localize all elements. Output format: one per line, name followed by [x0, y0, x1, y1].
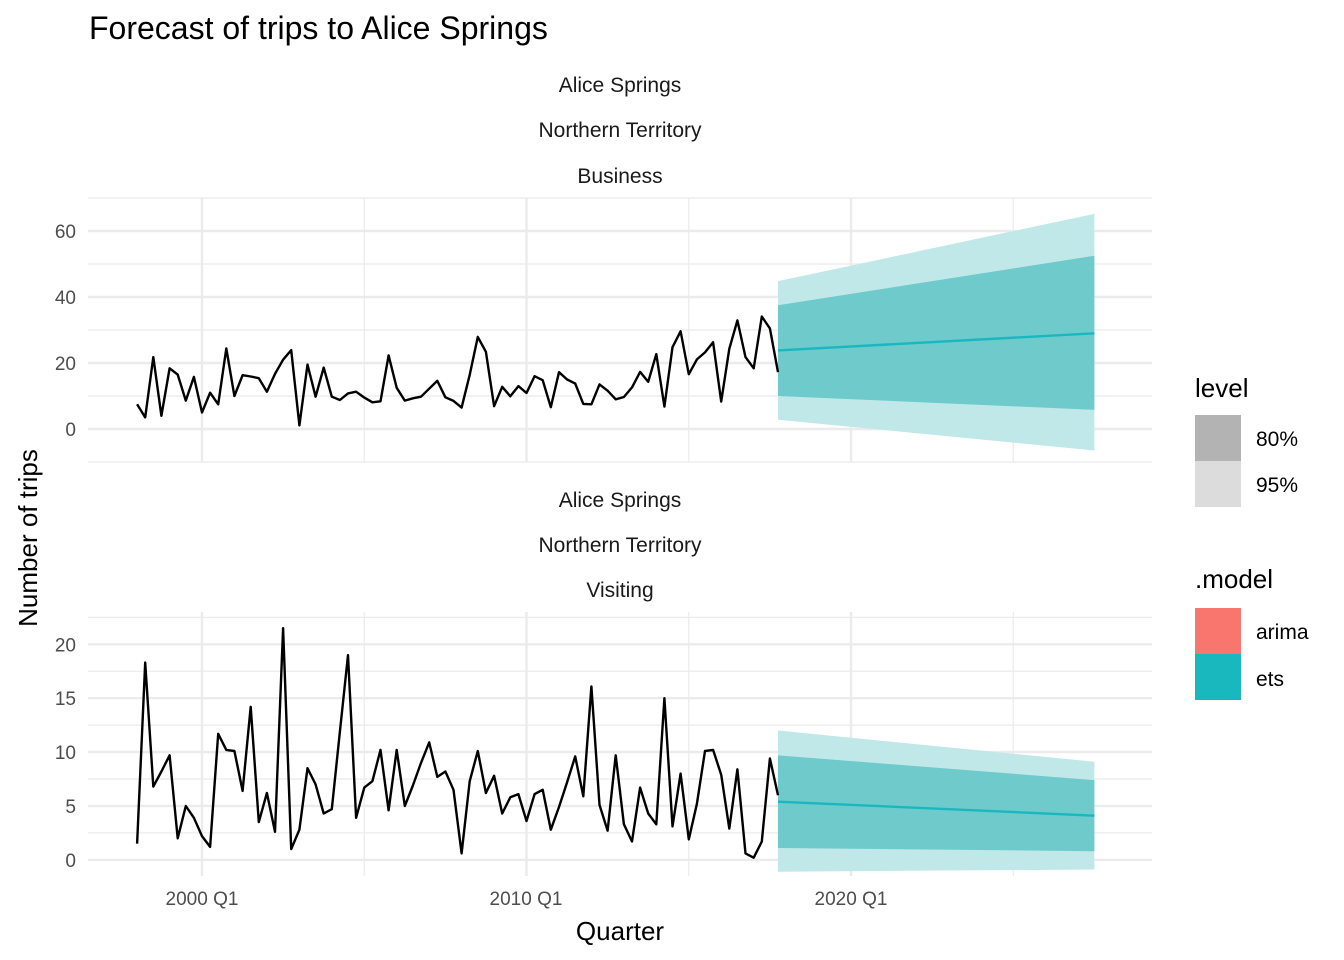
- y-tick-label: 60: [55, 222, 76, 243]
- x-axis-title: Quarter: [576, 916, 664, 946]
- legend-key-ets: [1195, 654, 1241, 700]
- legend-label-ets: ets: [1256, 668, 1284, 691]
- panel-strip-purpose: Business: [577, 165, 662, 188]
- panel-business: Alice Springs Northern Territory Busines…: [55, 74, 1152, 463]
- y-tick-label: 20: [55, 635, 76, 656]
- panel-strip-purpose: Visiting: [586, 579, 653, 602]
- legend-key-95: [1195, 461, 1241, 507]
- legend-key-arima: [1195, 608, 1241, 654]
- forecast-mean-line: [777, 800, 1095, 817]
- panel-strip-state: Northern Territory: [539, 534, 702, 557]
- panel-strip-region: Alice Springs: [559, 74, 682, 97]
- legend-label-arima: arima: [1256, 621, 1309, 644]
- forecast-mean-line: [777, 332, 1095, 352]
- panel-visiting: Alice Springs Northern Territory Visitin…: [55, 489, 1152, 876]
- y-tick-label: 20: [55, 354, 76, 375]
- y-tick-label: 0: [65, 851, 76, 872]
- y-tick-label: 0: [65, 420, 76, 441]
- legend-label-95: 95%: [1256, 474, 1298, 497]
- y-tick-label: 5: [65, 797, 76, 818]
- legend-title: level: [1195, 373, 1248, 403]
- forecast-interval-80: [777, 255, 1095, 410]
- panel-strip-state: Northern Territory: [539, 119, 702, 142]
- y-tick-label: 10: [55, 743, 76, 764]
- forecast-interval-80: [777, 755, 1095, 852]
- y-axis-title: Number of trips: [13, 449, 43, 627]
- legend-key-80: [1195, 415, 1241, 461]
- x-axis: 2000 Q1 2010 Q1 2020 Q1: [166, 889, 888, 910]
- x-tick-label: 2000 Q1: [166, 889, 239, 910]
- panel-strip-region: Alice Springs: [559, 489, 682, 512]
- legend-model: .model arima ets: [1195, 564, 1309, 700]
- legend-label-80: 80%: [1256, 428, 1298, 451]
- chart-title: Forecast of trips to Alice Springs: [89, 10, 548, 46]
- legend-title: .model: [1195, 564, 1273, 594]
- observed-series-line: [135, 627, 780, 859]
- legend-level: level 80% 95%: [1195, 373, 1298, 507]
- x-tick-label: 2010 Q1: [490, 889, 563, 910]
- y-tick-label: 40: [55, 288, 76, 309]
- observed-series-line: [136, 315, 780, 427]
- x-tick-label: 2020 Q1: [815, 889, 888, 910]
- y-tick-label: 15: [55, 689, 76, 710]
